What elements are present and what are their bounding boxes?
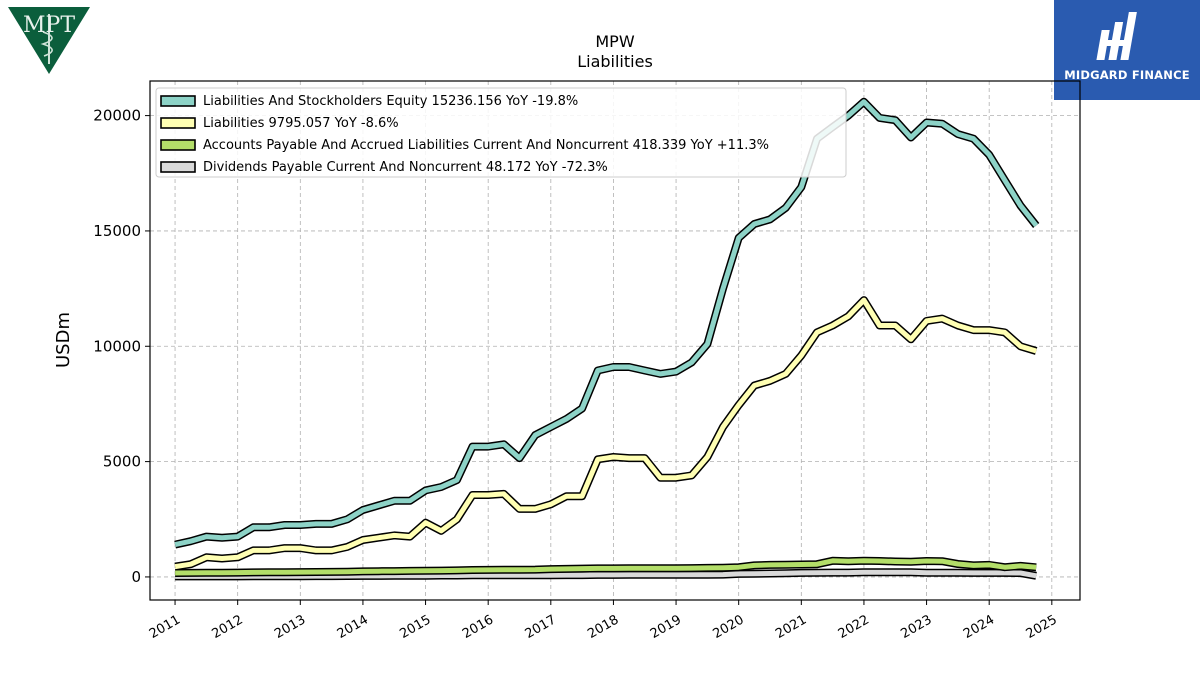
mpt-logo-snake [40,31,53,57]
x-tick-label: 2013 [272,612,308,642]
x-tick-label: 2017 [523,612,559,642]
x-tick-label: 2014 [335,612,371,642]
y-tick-label: 20000 [93,107,141,125]
x-tick-label: 2019 [648,612,684,642]
midgard-finance-logo: MIDGARD FINANCE [1054,0,1200,100]
y-tick-label: 15000 [93,222,141,240]
legend: Liabilities And Stockholders Equity 1523… [155,87,847,178]
mpt-logo: MPT [6,6,92,76]
x-tick-label: 2022 [836,612,872,642]
mpt-logo-text: MPT [23,13,75,38]
y-tick-label: 5000 [103,453,141,471]
x-tick-label: 2020 [711,612,747,642]
x-tick-label: 2012 [210,612,246,642]
x-tick-label: 2015 [397,612,433,642]
x-tick-label: 2011 [147,612,183,642]
midgard-mark-icon [1096,12,1137,60]
legend-swatch [160,139,196,151]
chart-title: MPW [595,32,634,51]
legend-swatch [160,161,196,173]
x-tick-label: 2025 [1024,612,1060,642]
series-line-accounts-payable-and-accrued-liabilities-current-and-noncurrent [175,558,1037,576]
x-axis: 2011 2012 2013 2014 2015 2016 2017 2018 2019 2020… [147,600,1060,642]
y-tick-label: 0 [131,568,141,586]
legend-entry: Dividends Payable Current And Noncurrent… [203,160,608,175]
y-axis: 0 5000 10000 15000 20000 [93,107,150,586]
legend-entry: Accounts Payable And Accrued Liabilities… [203,138,769,153]
x-tick-label: 2023 [898,612,934,642]
legend-swatch [160,95,196,107]
midgard-finance-text: MIDGARD FINANCE [1064,68,1190,82]
chart-subtitle: Liabilities [577,52,653,71]
plot-frame [149,80,1081,601]
x-tick-label: 2016 [460,612,496,642]
x-tick-label: 2021 [773,612,809,642]
x-tick-label: 2024 [961,612,997,642]
x-tick-label: 2018 [585,612,621,642]
y-axis-label: USDm [53,312,74,368]
y-tick-label: 10000 [93,337,141,355]
legend-entry: Liabilities And Stockholders Equity 1523… [203,94,578,109]
mpt-logo-shape: MPT [8,7,90,74]
legend-swatch [160,117,196,129]
legend-entry: Liabilities 9795.057 YoY -8.6% [203,116,399,131]
legend-box [155,87,847,178]
series-line-liabilities [174,297,1037,570]
series-line-dividends-payable-current-and-noncurrent [175,569,1037,579]
series-line-liabilities-and-stockholders-equity [174,99,1039,548]
series-lines [174,97,1040,581]
